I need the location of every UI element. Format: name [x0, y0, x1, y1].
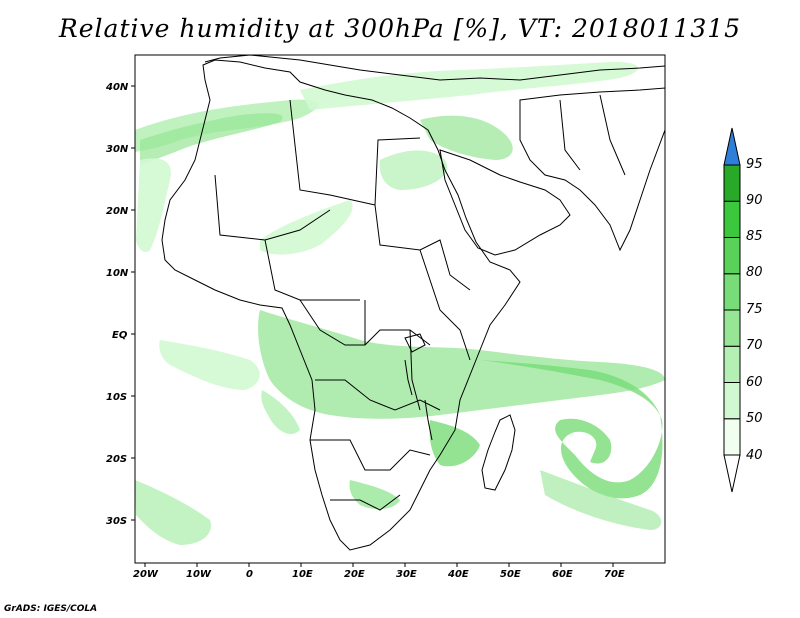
map-frame	[134, 54, 666, 564]
latitude-ticks	[131, 85, 135, 521]
border-1	[289, 99, 421, 206]
lat-label-20s: 20S	[106, 454, 127, 465]
lake-malawi	[424, 399, 433, 441]
colorbar-box	[723, 273, 741, 311]
lon-label-70e: 70E	[604, 569, 625, 580]
lon-label-10e: 10E	[292, 569, 313, 580]
lat-label-10s: 10S	[106, 392, 127, 403]
humidity-band-south-atlantic	[135, 480, 211, 545]
colorbar-box	[723, 418, 741, 456]
africa-coastline	[161, 59, 521, 551]
humidity-band-west-africa	[260, 200, 353, 255]
lon-label-40e: 40E	[447, 569, 469, 580]
colorbar-box	[723, 309, 741, 347]
colorbar-bottom-arrow	[723, 454, 741, 493]
lon-label-20w: 20W	[133, 569, 159, 580]
lake-victoria	[404, 333, 426, 353]
colorbar-label-80: 80	[746, 265, 763, 280]
colorbar-label-60: 60	[746, 375, 763, 390]
border-4	[374, 204, 471, 291]
lon-label-0: 0	[246, 569, 253, 580]
lat-label-20n: 20N	[106, 206, 129, 217]
coastlines	[161, 54, 666, 551]
colorbar-label-70: 70	[746, 338, 763, 353]
humidity-band-gulf-of-guinea	[159, 340, 260, 390]
arabia-coastline	[439, 149, 571, 256]
colorbar-label-50: 50	[746, 411, 763, 426]
humidity-band-indian-ocean	[480, 360, 663, 499]
longitude-labels: 20W 10W 0 10E 20E 30E 40E 50E 60E 70E	[133, 569, 625, 580]
humidity-band-north-africa	[140, 113, 283, 165]
border-9	[419, 249, 471, 361]
lat-label-40n: 40N	[105, 82, 129, 93]
border-8	[330, 494, 401, 511]
colorbar-box	[723, 164, 741, 202]
lon-label-20e: 20E	[344, 569, 365, 580]
colorbar-box	[723, 382, 741, 420]
colorbar-label-95: 95	[746, 157, 763, 172]
colorbar-boxes	[723, 164, 741, 456]
humidity-band-west-sahara	[136, 158, 171, 252]
lat-label-30s: 30S	[106, 516, 127, 527]
border-13	[599, 94, 626, 176]
humidity-band-madagascar-south	[540, 470, 662, 530]
colorbar-box	[723, 200, 741, 238]
lat-label-30n: 30N	[106, 144, 129, 155]
border-6	[315, 379, 441, 411]
lat-label-10n: 10N	[106, 268, 129, 279]
lake-tanganyika	[404, 359, 413, 396]
colorbar-label-75: 75	[746, 302, 763, 317]
humidity-band-central-africa	[258, 310, 665, 419]
madagascar-coastline	[481, 414, 516, 491]
humidity-shading	[135, 61, 665, 545]
humidity-band-southeast-africa	[429, 420, 480, 467]
colorbar-box	[723, 237, 741, 275]
lon-label-30e: 30E	[396, 569, 417, 580]
lon-label-60e: 60E	[552, 569, 573, 580]
latitude-labels: 40N 30N 20N 10N EQ 10S 20S 30S	[105, 82, 129, 527]
border-7	[310, 439, 431, 471]
grads-credit: GrADS: IGES/COLA	[4, 604, 98, 614]
colorbar-label-85: 85	[746, 229, 763, 244]
lat-label-eq: EQ	[112, 330, 128, 341]
border-12	[559, 99, 581, 171]
map-title: Relative humidity at 300hPa [%], VT: 201…	[58, 14, 742, 43]
europe-coastline	[204, 54, 666, 81]
colorbar-label-40: 40	[746, 448, 763, 463]
longitude-ticks	[144, 563, 614, 567]
colorbar: 95 90 85 80 75 70 60 50 40	[723, 127, 763, 493]
colorbar-top-arrow	[723, 127, 741, 166]
lon-label-10w: 10W	[186, 569, 212, 580]
colorbar-labels: 95 90 85 80 75 70 60 50 40	[746, 157, 763, 463]
colorbar-box	[723, 345, 741, 383]
humidity-band-southern-africa	[349, 480, 400, 510]
asia-coastline	[519, 87, 666, 252]
border-11	[409, 329, 421, 411]
colorbar-label-90: 90	[746, 193, 763, 208]
humidity-band-middle-east	[420, 115, 513, 160]
humidity-band-mediterranean	[300, 61, 639, 110]
lon-label-50e: 50E	[500, 569, 521, 580]
humidity-band-congo	[261, 390, 300, 435]
humidity-band-sahel	[379, 150, 448, 190]
